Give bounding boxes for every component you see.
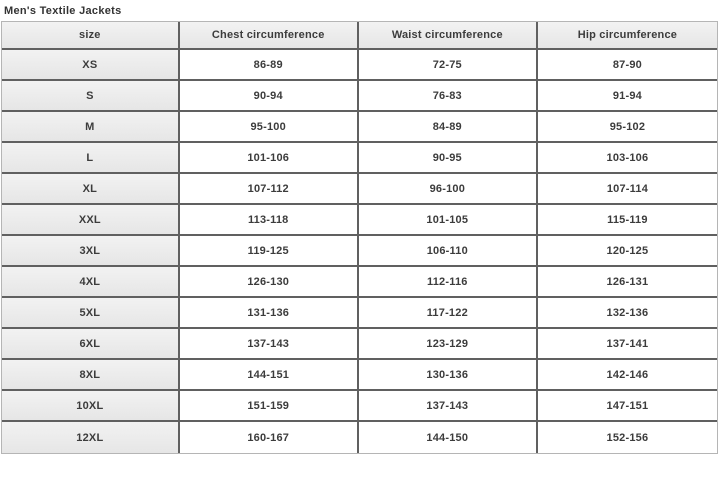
chest-circumference-cell: 144-151 <box>179 360 359 391</box>
hip-circumference-cell: 107-114 <box>537 174 717 205</box>
chest-circumference-cell: 101-106 <box>179 143 359 174</box>
waist-circumference-cell: 130-136 <box>358 360 538 391</box>
table-row: XS 86-89 72-75 87-90 <box>2 50 717 81</box>
waist-circumference-cell: 137-143 <box>358 391 538 422</box>
size-cell: 10XL <box>2 391 180 422</box>
chest-circumference-cell: 90-94 <box>179 81 359 112</box>
chest-circumference-cell: 160-167 <box>179 422 359 453</box>
column-header-chest: Chest circumference <box>179 22 359 50</box>
hip-circumference-cell: 152-156 <box>537 422 717 453</box>
page-title: Men's Textile Jackets <box>4 5 122 17</box>
size-chart-table: size Chest circumference Waist circumfer… <box>2 22 717 453</box>
chest-circumference-cell: 131-136 <box>179 298 359 329</box>
chest-circumference-cell: 113-118 <box>179 205 359 236</box>
column-header-size: size <box>2 22 180 50</box>
size-cell: 6XL <box>2 329 180 360</box>
size-cell: 12XL <box>2 422 180 453</box>
table-row: XL 107-112 96-100 107-114 <box>2 174 717 205</box>
hip-circumference-cell: 142-146 <box>537 360 717 391</box>
hip-circumference-cell: 120-125 <box>537 236 717 267</box>
hip-circumference-cell: 103-106 <box>537 143 717 174</box>
hip-circumference-cell: 132-136 <box>537 298 717 329</box>
size-cell: 8XL <box>2 360 180 391</box>
chest-circumference-cell: 86-89 <box>179 50 359 81</box>
size-chart-table-container: size Chest circumference Waist circumfer… <box>1 21 718 454</box>
table-row: 6XL 137-143 123-129 137-141 <box>2 329 717 360</box>
hip-circumference-cell: 126-131 <box>537 267 717 298</box>
table-row: M 95-100 84-89 95-102 <box>2 112 717 143</box>
column-header-waist: Waist circumference <box>358 22 538 50</box>
table-header: size Chest circumference Waist circumfer… <box>2 22 717 50</box>
waist-circumference-cell: 72-75 <box>358 50 538 81</box>
chest-circumference-cell: 137-143 <box>179 329 359 360</box>
chest-circumference-cell: 119-125 <box>179 236 359 267</box>
table-row: 3XL 119-125 106-110 120-125 <box>2 236 717 267</box>
size-cell: S <box>2 81 180 112</box>
size-cell: 4XL <box>2 267 180 298</box>
hip-circumference-cell: 87-90 <box>537 50 717 81</box>
hip-circumference-cell: 137-141 <box>537 329 717 360</box>
size-cell: XS <box>2 50 180 81</box>
hip-circumference-cell: 115-119 <box>537 205 717 236</box>
hip-circumference-cell: 95-102 <box>537 112 717 143</box>
table-body: XS 86-89 72-75 87-90 S 90-94 76-83 91-94… <box>2 50 717 453</box>
waist-circumference-cell: 76-83 <box>358 81 538 112</box>
table-row: 12XL 160-167 144-150 152-156 <box>2 422 717 453</box>
waist-circumference-cell: 117-122 <box>358 298 538 329</box>
chest-circumference-cell: 126-130 <box>179 267 359 298</box>
waist-circumference-cell: 96-100 <box>358 174 538 205</box>
waist-circumference-cell: 144-150 <box>358 422 538 453</box>
waist-circumference-cell: 106-110 <box>358 236 538 267</box>
waist-circumference-cell: 123-129 <box>358 329 538 360</box>
table-row: 5XL 131-136 117-122 132-136 <box>2 298 717 329</box>
chest-circumference-cell: 107-112 <box>179 174 359 205</box>
hip-circumference-cell: 91-94 <box>537 81 717 112</box>
table-row: 10XL 151-159 137-143 147-151 <box>2 391 717 422</box>
chest-circumference-cell: 95-100 <box>179 112 359 143</box>
waist-circumference-cell: 84-89 <box>358 112 538 143</box>
waist-circumference-cell: 112-116 <box>358 267 538 298</box>
column-header-hip: Hip circumference <box>537 22 717 50</box>
size-cell: M <box>2 112 180 143</box>
header-row: size Chest circumference Waist circumfer… <box>2 22 717 50</box>
chest-circumference-cell: 151-159 <box>179 391 359 422</box>
table-row: 8XL 144-151 130-136 142-146 <box>2 360 717 391</box>
table-row: XXL 113-118 101-105 115-119 <box>2 205 717 236</box>
hip-circumference-cell: 147-151 <box>537 391 717 422</box>
size-cell: 3XL <box>2 236 180 267</box>
table-row: 4XL 126-130 112-116 126-131 <box>2 267 717 298</box>
table-row: S 90-94 76-83 91-94 <box>2 81 717 112</box>
size-cell: XL <box>2 174 180 205</box>
waist-circumference-cell: 101-105 <box>358 205 538 236</box>
waist-circumference-cell: 90-95 <box>358 143 538 174</box>
size-cell: L <box>2 143 180 174</box>
size-cell: XXL <box>2 205 180 236</box>
size-cell: 5XL <box>2 298 180 329</box>
table-row: L 101-106 90-95 103-106 <box>2 143 717 174</box>
